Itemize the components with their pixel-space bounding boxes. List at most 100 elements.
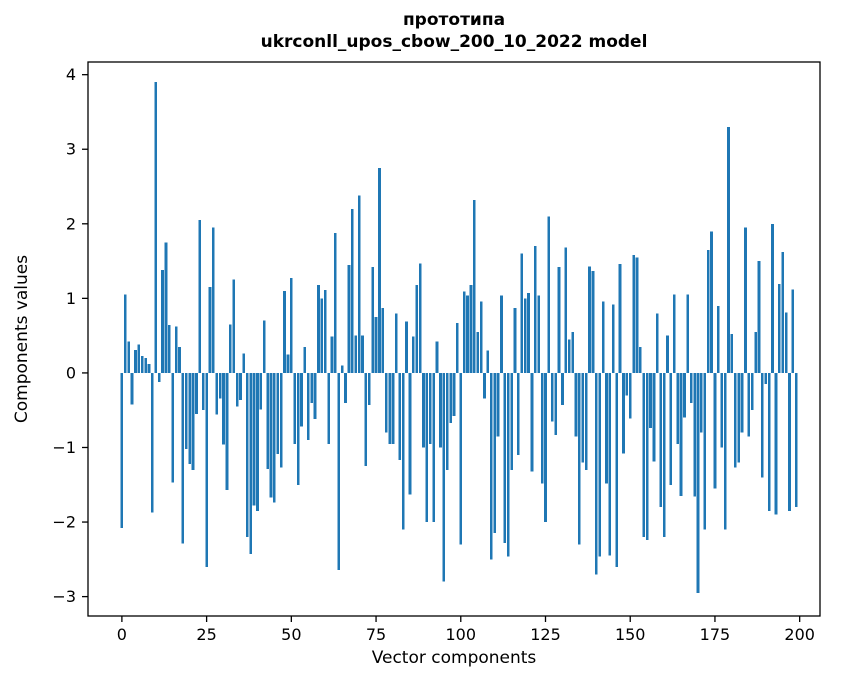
bar	[188, 372, 192, 464]
y-axis-tick-label: −3	[52, 587, 76, 606]
bar	[235, 372, 239, 407]
bar	[567, 339, 571, 373]
bar	[347, 264, 351, 373]
y-axis-tick-label: −1	[52, 438, 76, 457]
x-axis-tick-label: 150	[615, 625, 646, 644]
bar	[493, 372, 497, 534]
bar	[225, 372, 229, 490]
bar	[737, 372, 741, 463]
bar	[533, 246, 537, 373]
bar	[476, 331, 480, 373]
bar	[672, 294, 676, 373]
bar	[181, 372, 185, 544]
bar	[571, 331, 574, 373]
bar	[584, 372, 588, 470]
bar	[754, 331, 757, 373]
bar	[205, 372, 208, 567]
bar	[222, 372, 225, 445]
bar	[544, 372, 547, 523]
bar	[161, 270, 164, 373]
bar	[137, 344, 141, 373]
bar	[727, 126, 730, 373]
bars-group	[120, 82, 798, 593]
bar	[601, 301, 605, 373]
x-axis-tick-label: 125	[530, 625, 561, 644]
y-axis-label: Components values	[12, 255, 32, 423]
bar	[459, 372, 463, 545]
bar	[456, 322, 459, 373]
bar	[523, 298, 527, 373]
bar	[422, 372, 425, 448]
bar	[639, 346, 642, 373]
bar	[198, 220, 202, 373]
bar	[127, 341, 131, 373]
bar	[147, 363, 151, 373]
bar	[317, 284, 320, 373]
bar	[683, 372, 686, 418]
bar	[164, 242, 168, 373]
bar	[761, 372, 764, 478]
bar	[750, 372, 754, 411]
bar	[652, 372, 656, 462]
bar	[381, 308, 385, 373]
bar	[405, 321, 408, 373]
bar	[371, 267, 375, 373]
plot-area-border	[87, 61, 821, 617]
bar	[720, 372, 724, 448]
bar	[628, 372, 632, 419]
bar	[239, 372, 242, 400]
bar	[744, 227, 747, 373]
bar	[195, 372, 198, 414]
bar	[174, 326, 178, 373]
bar	[506, 372, 510, 557]
bar	[249, 372, 253, 555]
bar	[283, 290, 286, 373]
bar	[771, 223, 774, 373]
bar	[445, 372, 449, 470]
bar	[256, 372, 259, 511]
bar	[388, 372, 391, 444]
bar	[428, 372, 432, 444]
bar	[723, 372, 727, 530]
bar	[313, 372, 317, 420]
bar	[659, 372, 663, 508]
bar	[469, 284, 473, 373]
chart-title-line-2: ukrconll_upos_cbow_200_10_2022 model	[261, 32, 648, 52]
bar	[123, 294, 127, 373]
bar	[757, 261, 761, 373]
x-axis-tick-label: 175	[700, 625, 731, 644]
bar	[564, 247, 568, 373]
bar	[296, 372, 300, 485]
bar	[710, 231, 713, 373]
bar	[300, 372, 303, 427]
bar	[208, 287, 212, 373]
bar	[374, 317, 378, 373]
bar	[130, 372, 134, 405]
bar	[713, 372, 717, 489]
bar	[686, 294, 690, 373]
bar	[615, 372, 619, 567]
bar	[520, 253, 524, 373]
bar	[784, 312, 788, 373]
bar	[340, 365, 344, 373]
bar	[655, 313, 659, 373]
bar	[483, 372, 486, 399]
x-axis-tick-label: 75	[366, 625, 386, 644]
bar	[337, 372, 341, 570]
chart-title-line-1: прототипа	[403, 10, 505, 30]
bar	[259, 372, 263, 410]
bar	[689, 372, 693, 403]
bar	[554, 372, 558, 435]
bar	[472, 199, 476, 373]
bar	[588, 266, 591, 373]
bar	[642, 372, 646, 537]
y-axis-tick-label: 2	[66, 214, 76, 233]
bar	[700, 372, 703, 433]
bar	[666, 335, 669, 373]
bar	[774, 372, 778, 515]
x-axis-tick-label: 0	[117, 625, 127, 644]
bar	[232, 279, 236, 373]
bar	[561, 372, 564, 405]
bar	[154, 82, 158, 373]
bar	[171, 372, 175, 483]
